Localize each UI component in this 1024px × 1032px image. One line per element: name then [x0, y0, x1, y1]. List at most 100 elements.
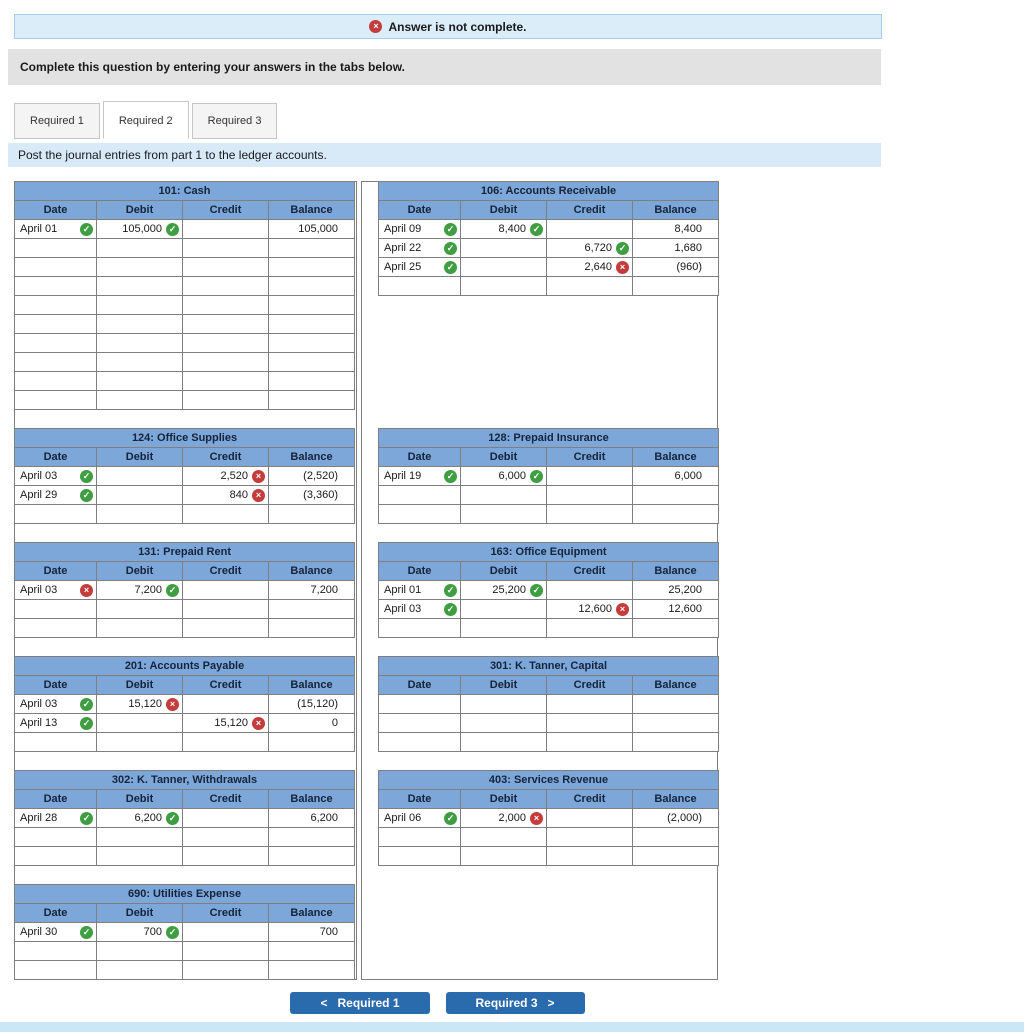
credit-cell[interactable] — [546, 485, 633, 505]
debit-cell[interactable] — [96, 618, 183, 638]
debit-cell[interactable] — [460, 276, 547, 296]
date-cell[interactable] — [14, 295, 97, 315]
debit-cell[interactable] — [96, 732, 183, 752]
debit-cell[interactable] — [96, 257, 183, 277]
debit-cell[interactable] — [96, 599, 183, 619]
debit-cell[interactable] — [96, 485, 183, 505]
credit-cell[interactable] — [546, 846, 633, 866]
credit-cell[interactable] — [182, 371, 269, 391]
credit-cell[interactable]: 15,120 × — [182, 713, 269, 733]
credit-cell[interactable] — [546, 808, 633, 828]
date-cell[interactable] — [14, 846, 97, 866]
credit-cell[interactable]: 12,600 × — [546, 599, 633, 619]
date-cell[interactable]: April 13 ✓ — [14, 713, 97, 733]
credit-cell[interactable] — [182, 580, 269, 600]
credit-cell[interactable] — [546, 827, 633, 847]
date-cell[interactable]: April 03 ✓ — [378, 599, 461, 619]
credit-cell[interactable] — [182, 846, 269, 866]
credit-cell[interactable] — [546, 713, 633, 733]
date-cell[interactable] — [378, 694, 461, 714]
debit-cell[interactable] — [460, 238, 547, 258]
credit-cell[interactable] — [182, 827, 269, 847]
date-cell[interactable] — [378, 276, 461, 296]
credit-cell[interactable] — [182, 352, 269, 372]
date-cell[interactable] — [14, 314, 97, 334]
credit-cell[interactable] — [546, 580, 633, 600]
debit-cell[interactable] — [96, 276, 183, 296]
required-1-nav-button[interactable]: < Required 1 — [290, 992, 430, 1014]
credit-cell[interactable] — [546, 732, 633, 752]
debit-cell[interactable] — [96, 390, 183, 410]
date-cell[interactable] — [378, 504, 461, 524]
credit-cell[interactable] — [182, 808, 269, 828]
credit-cell[interactable] — [182, 238, 269, 258]
debit-cell[interactable] — [460, 827, 547, 847]
debit-cell[interactable] — [460, 257, 547, 277]
credit-cell[interactable]: 840 × — [182, 485, 269, 505]
date-cell[interactable]: April 03 ✓ — [14, 694, 97, 714]
credit-cell[interactable] — [182, 922, 269, 942]
date-cell[interactable] — [378, 732, 461, 752]
debit-cell[interactable] — [460, 485, 547, 505]
date-cell[interactable] — [14, 732, 97, 752]
credit-cell[interactable] — [546, 466, 633, 486]
credit-cell[interactable] — [182, 314, 269, 334]
date-cell[interactable] — [14, 333, 97, 353]
credit-cell[interactable] — [182, 390, 269, 410]
date-cell[interactable]: April 09 ✓ — [378, 219, 461, 239]
tab-required-3[interactable]: Required 3 — [191, 103, 278, 139]
date-cell[interactable] — [14, 618, 97, 638]
date-cell[interactable]: April 01 ✓ — [14, 219, 97, 239]
date-cell[interactable] — [14, 827, 97, 847]
credit-cell[interactable] — [182, 960, 269, 980]
credit-cell[interactable] — [546, 618, 633, 638]
credit-cell[interactable] — [182, 219, 269, 239]
debit-cell[interactable] — [460, 846, 547, 866]
date-cell[interactable] — [14, 352, 97, 372]
date-cell[interactable]: April 19 ✓ — [378, 466, 461, 486]
debit-cell[interactable] — [460, 504, 547, 524]
credit-cell[interactable] — [182, 618, 269, 638]
debit-cell[interactable] — [460, 618, 547, 638]
debit-cell[interactable]: 7,200 ✓ — [96, 580, 183, 600]
debit-cell[interactable] — [96, 371, 183, 391]
debit-cell[interactable] — [96, 333, 183, 353]
date-cell[interactable] — [378, 618, 461, 638]
date-cell[interactable] — [14, 960, 97, 980]
credit-cell[interactable]: 2,520 × — [182, 466, 269, 486]
date-cell[interactable] — [378, 713, 461, 733]
credit-cell[interactable] — [182, 694, 269, 714]
date-cell[interactable] — [378, 846, 461, 866]
date-cell[interactable] — [14, 238, 97, 258]
date-cell[interactable]: April 30 ✓ — [14, 922, 97, 942]
date-cell[interactable] — [14, 371, 97, 391]
credit-cell[interactable] — [182, 276, 269, 296]
debit-cell[interactable] — [460, 732, 547, 752]
date-cell[interactable]: April 25 ✓ — [378, 257, 461, 277]
required-3-nav-button[interactable]: Required 3 > — [445, 992, 585, 1014]
debit-cell[interactable]: 700 ✓ — [96, 922, 183, 942]
credit-cell[interactable] — [546, 276, 633, 296]
date-cell[interactable] — [14, 504, 97, 524]
debit-cell[interactable] — [96, 504, 183, 524]
debit-cell[interactable] — [96, 846, 183, 866]
debit-cell[interactable]: 25,200 ✓ — [460, 580, 547, 600]
credit-cell[interactable] — [546, 219, 633, 239]
date-cell[interactable]: April 28 ✓ — [14, 808, 97, 828]
date-cell[interactable] — [14, 941, 97, 961]
debit-cell[interactable]: 6,200 ✓ — [96, 808, 183, 828]
date-cell[interactable] — [14, 599, 97, 619]
credit-cell[interactable] — [182, 333, 269, 353]
debit-cell[interactable] — [460, 694, 547, 714]
date-cell[interactable]: April 29 ✓ — [14, 485, 97, 505]
debit-cell[interactable] — [96, 238, 183, 258]
credit-cell[interactable]: 2,640 × — [546, 257, 633, 277]
debit-cell[interactable]: 105,000 ✓ — [96, 219, 183, 239]
credit-cell[interactable] — [182, 257, 269, 277]
debit-cell[interactable] — [96, 941, 183, 961]
date-cell[interactable] — [14, 276, 97, 296]
debit-cell[interactable]: 15,120 × — [96, 694, 183, 714]
debit-cell[interactable] — [96, 827, 183, 847]
date-cell[interactable] — [378, 827, 461, 847]
date-cell[interactable]: April 06 ✓ — [378, 808, 461, 828]
